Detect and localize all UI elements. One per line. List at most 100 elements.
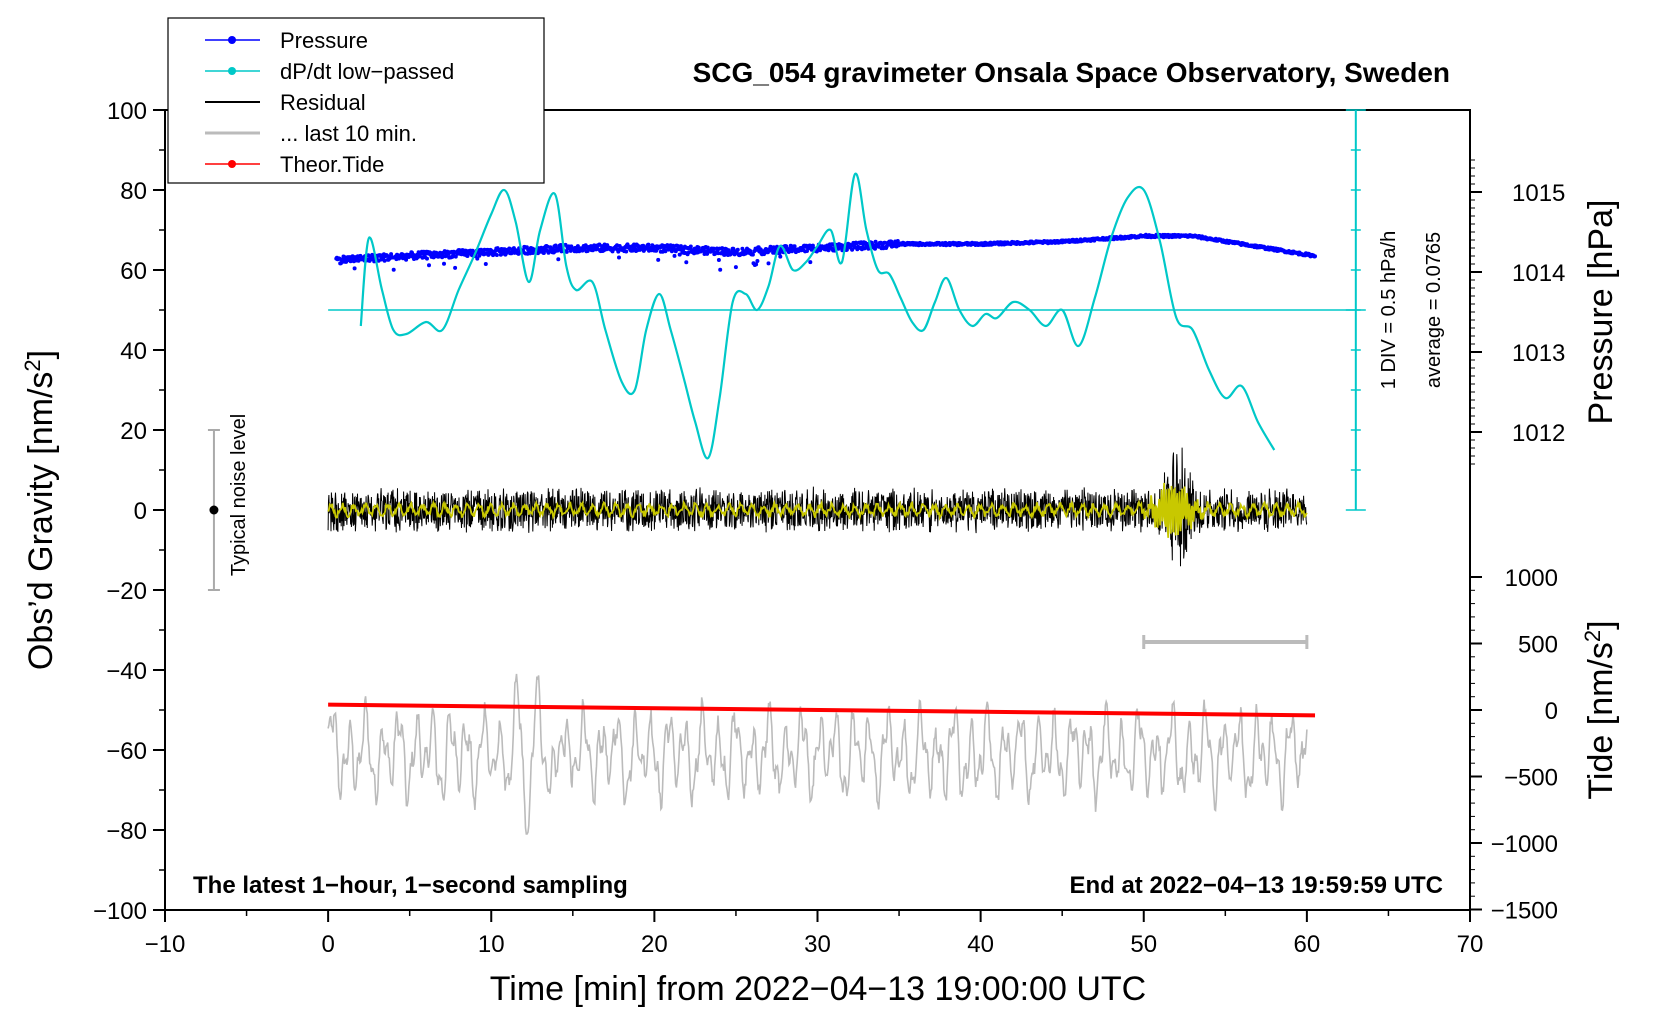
pressure-tick-label: 1015: [1512, 180, 1565, 207]
y-tick-label-left: 80: [120, 178, 147, 205]
pressure-point: [755, 259, 760, 263]
pressure-point: [777, 251, 782, 256]
div-label: 1 DIV = 0.5 hPa/h: [1378, 231, 1400, 389]
legend-tide-marker: [228, 160, 236, 168]
pressure-point: [442, 261, 446, 266]
tide-tick-label: 1000: [1505, 565, 1558, 592]
pressure-point: [404, 257, 409, 262]
y-tick-label-left: −80: [106, 818, 147, 845]
pressure-point: [575, 244, 580, 249]
bottom-left-note: The latest 1−hour, 1−second sampling: [193, 872, 628, 899]
legend-tide-label: Theor.Tide: [280, 152, 384, 177]
y-axis-title-tide-main: Tide [nm/s: [1582, 642, 1620, 799]
legend-pressure-label: Pressure: [280, 28, 368, 53]
tide-tick-label: 0: [1545, 698, 1558, 725]
residual-lowpass-line: [327, 482, 1308, 538]
tide-tick-label: −1000: [1491, 831, 1558, 858]
bottom-right-note: End at 2022−04−13 19:59:59 UTC: [1069, 872, 1443, 899]
legend-dpdt-label: dP/dt low−passed: [280, 59, 454, 84]
pressure-point: [425, 256, 429, 261]
pressure-point: [382, 258, 387, 263]
pressure-point: [850, 247, 855, 252]
pressure-point: [735, 247, 740, 252]
x-tick-label: 40: [967, 931, 994, 958]
dpdt-line: [359, 172, 1276, 460]
y-axis-title-tide-sup: 2: [1580, 630, 1605, 642]
dpdt-layer: [359, 172, 1276, 460]
y-axis-title-tide: Tide [nm/s2]: [1580, 620, 1620, 799]
pressure-point: [541, 251, 546, 255]
y-tick-label-left: 60: [120, 258, 147, 285]
tide-tick-label: −1500: [1491, 898, 1558, 925]
pressure-point: [873, 246, 877, 251]
tide-tick-label: 500: [1518, 632, 1558, 659]
pressure-point: [352, 266, 357, 271]
residual-layer: [327, 447, 1308, 567]
x-tick-label: −10: [145, 931, 186, 958]
pressure-point: [716, 258, 721, 262]
pressure-point: [778, 254, 783, 259]
pressure-point: [507, 246, 512, 251]
pressure-point: [646, 242, 651, 247]
pressure-point: [696, 245, 701, 250]
last-10-min-layer: [327, 673, 1308, 835]
dpdt-baseline-layer: [328, 109, 1366, 511]
y-tick-label-left: −40: [106, 658, 147, 685]
pressure-point: [805, 249, 809, 253]
pressure-point: [733, 265, 738, 270]
pressure-point: [391, 267, 396, 272]
last-10-min-line: [327, 673, 1308, 835]
pressure-point: [656, 257, 661, 262]
x-axis-title: Time [min] from 2022−04−13 19:00:00 UTC: [490, 970, 1146, 1008]
tide-line: [328, 702, 1316, 718]
x-tick-label: 70: [1457, 931, 1484, 958]
annotation-layer: [207, 429, 1309, 649]
pressure-point: [453, 265, 458, 270]
pressure-tick-label: 1012: [1512, 420, 1565, 447]
x-tick-label: 50: [1130, 931, 1157, 958]
pressure-point: [556, 257, 561, 262]
pressure-point: [750, 252, 755, 257]
pressure-point: [1313, 254, 1317, 259]
y-tick-label-left: 0: [134, 498, 147, 525]
chart-title: SCG_054 gravimeter Onsala Space Observat…: [693, 57, 1450, 88]
pressure-point: [564, 249, 569, 254]
tick-layer: −10 0 10 20 30 40 50 60 70−100−80−60−40−20020406…: [93, 98, 1565, 958]
pressure-point: [624, 249, 629, 254]
x-tick-label: 0: [321, 931, 334, 958]
pressure-tick-label: 1014: [1512, 260, 1565, 287]
y-axis-title-left: Obs’d Gravity [nm/s2]: [20, 350, 60, 670]
pressure-point: [808, 260, 813, 265]
pressure-point: [873, 239, 878, 244]
legend-last10-label: ... last 10 min.: [280, 121, 417, 146]
pressure-point: [718, 267, 723, 272]
x-tick-label: 30: [804, 931, 831, 958]
noise-dot: [209, 505, 219, 515]
pressure-point: [722, 252, 727, 257]
pressure-layer: [334, 232, 1317, 272]
y-tick-label-left: 40: [120, 338, 147, 365]
y-axis-title-left-sup: 2: [20, 359, 45, 371]
y-tick-label-left: 100: [107, 98, 147, 125]
y-tick-label-left: −60: [106, 738, 147, 765]
pressure-point: [826, 248, 831, 253]
pressure-point: [720, 246, 725, 251]
y-axis-title-pressure: Pressure [hPa]: [1582, 200, 1620, 425]
y-axis-title-left-main: Obs’d Gravity [nm/s: [22, 372, 60, 671]
y-tick-label-left: −100: [93, 898, 147, 925]
x-tick-label: 60: [1294, 931, 1321, 958]
pressure-point: [792, 244, 797, 249]
legend: Pressure dP/dt low−passed Residual ... l…: [167, 17, 545, 184]
y-tick-label-left: −20: [106, 578, 147, 605]
pressure-point: [475, 256, 480, 261]
x-tick-label: 10: [478, 931, 505, 958]
legend-residual-label: Residual: [280, 90, 366, 115]
legend-box: [167, 17, 545, 184]
pressure-point: [766, 261, 771, 266]
pressure-point: [688, 244, 693, 249]
pressure-point: [844, 247, 849, 252]
average-label: average = 0.0765: [1423, 232, 1445, 388]
tide-layer: [328, 702, 1316, 718]
pressure-tick-label: 1013: [1512, 340, 1565, 367]
